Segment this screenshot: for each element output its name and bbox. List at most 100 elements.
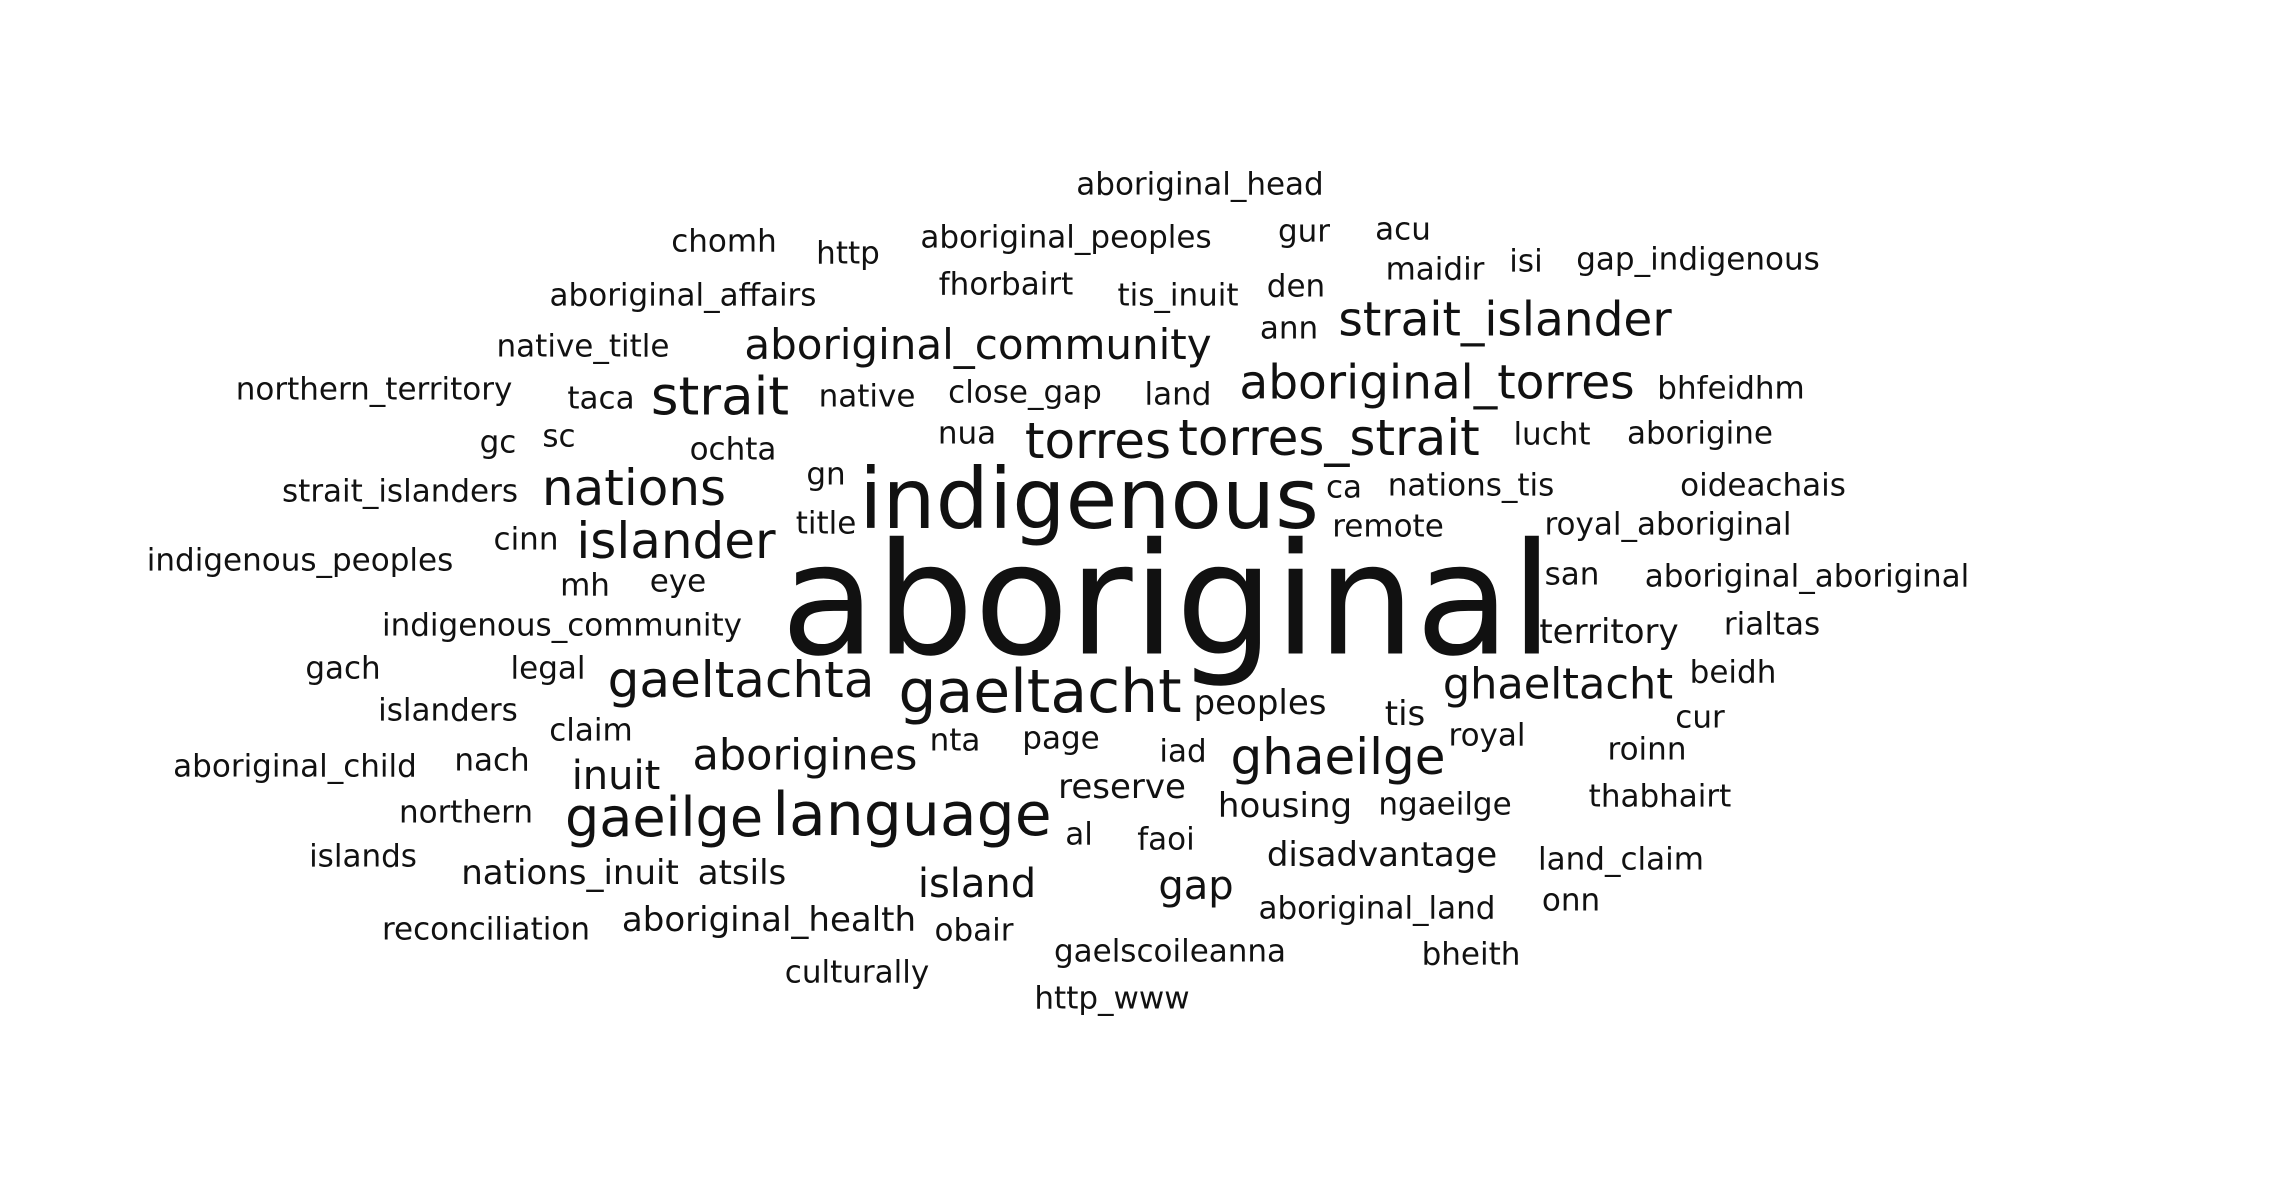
word-cloud-term: territory — [1539, 612, 1679, 652]
word-cloud-term: royal_aboriginal — [1544, 506, 1792, 543]
word-cloud-term: housing — [1217, 786, 1353, 826]
word-cloud-term: ochta — [689, 431, 777, 468]
word-cloud-term: reconciliation — [381, 911, 591, 948]
word-cloud-term: aboriginal_torres — [1239, 355, 1635, 411]
word-cloud-term: native — [818, 378, 916, 415]
word-cloud-term: onn — [1541, 882, 1601, 919]
word-cloud-term: language — [772, 780, 1052, 850]
word-cloud-term: gaelscoileanna — [1053, 933, 1287, 970]
word-cloud-term: lucht — [1513, 416, 1591, 453]
word-cloud-term: claim — [549, 712, 633, 749]
word-cloud-term: title — [795, 505, 857, 542]
word-cloud-term: gn — [806, 456, 846, 493]
word-cloud-term: islander — [576, 512, 776, 570]
word-cloud-term: gap_indigenous — [1576, 241, 1820, 278]
word-cloud-term: islands — [309, 838, 417, 875]
word-cloud-term: land_claim — [1538, 841, 1704, 878]
word-cloud-term: torres — [1024, 412, 1172, 470]
word-cloud-term: inuit — [571, 753, 661, 799]
word-cloud-term: http — [816, 235, 880, 272]
word-cloud-term: land — [1144, 376, 1212, 413]
word-cloud-term: disadvantage — [1266, 835, 1498, 875]
word-cloud-term: gap — [1158, 863, 1234, 909]
word-cloud-term: page — [1022, 720, 1100, 757]
word-cloud-term: native_title — [496, 328, 670, 365]
word-cloud-term: aboriginal_community — [744, 320, 1212, 369]
word-cloud-term: aboriginal_child — [173, 748, 417, 785]
word-cloud-term: gaeilge — [564, 786, 764, 849]
word-cloud-term: nations — [541, 459, 727, 517]
word-cloud-term: strait_islanders — [282, 473, 518, 510]
word-cloud-term: aboriginal_head — [1076, 166, 1324, 203]
word-cloud-term: iad — [1159, 733, 1207, 770]
word-cloud-term: royal — [1448, 717, 1526, 754]
word-cloud-term: cinn — [493, 521, 559, 558]
word-cloud-term: acu — [1375, 211, 1431, 248]
word-cloud-term: thabhairt — [1588, 778, 1732, 815]
word-cloud-term: gaeltacht — [898, 657, 1182, 727]
word-cloud-term: eye — [649, 563, 707, 600]
word-cloud-term: mh — [560, 567, 610, 604]
word-cloud-term: reserve — [1058, 767, 1186, 807]
word-cloud-term: aborigines — [692, 730, 918, 781]
word-cloud-term: ghaeltacht — [1442, 659, 1674, 710]
word-cloud-term: nta — [929, 722, 981, 759]
word-cloud-term: northern — [398, 794, 534, 831]
word-cloud-term: http_www — [1034, 980, 1190, 1017]
word-cloud-term: roinn — [1607, 731, 1687, 768]
word-cloud-term: indigenous_community — [381, 607, 743, 644]
word-cloud-term: gaeltachta — [607, 651, 875, 709]
word-cloud-term: ghaeilge — [1230, 728, 1446, 786]
word-cloud-term: isi — [1509, 243, 1543, 280]
word-cloud-term: gach — [305, 650, 381, 687]
word-cloud-term: nations_tis — [1387, 467, 1555, 504]
word-cloud-term: aboriginal_aboriginal — [1644, 558, 1970, 595]
word-cloud-term: cur — [1675, 699, 1725, 736]
word-cloud-term: gur — [1277, 213, 1331, 250]
word-cloud-term: faoi — [1137, 821, 1195, 858]
word-cloud-term: aboriginal_affairs — [549, 277, 817, 314]
word-cloud-term: culturally — [784, 954, 930, 991]
word-cloud-term: ca — [1325, 469, 1363, 506]
word-cloud-term: indigenous — [859, 450, 1319, 548]
word-cloud-term: legal — [510, 650, 586, 687]
word-cloud-term: beidh — [1689, 654, 1777, 691]
word-cloud-term: maidir — [1385, 251, 1485, 288]
word-cloud-term: ann — [1259, 310, 1319, 347]
word-cloud-term: gc — [479, 424, 517, 461]
word-cloud-term: aborigine — [1626, 415, 1774, 452]
word-cloud-term: fhorbairt — [938, 266, 1074, 303]
word-cloud-term: den — [1266, 268, 1326, 305]
word-cloud-term: peoples — [1193, 683, 1327, 723]
word-cloud-term: sc — [542, 418, 576, 455]
word-cloud-term: remote — [1332, 508, 1444, 545]
word-cloud-term: close_gap — [948, 374, 1102, 411]
word-cloud-term: aboriginal_health — [621, 900, 917, 940]
word-cloud-term: aboriginal_land — [1258, 890, 1496, 927]
word-cloud-term: islanders — [378, 692, 518, 729]
word-cloud-term: island — [917, 861, 1037, 907]
word-cloud-term: atsils — [697, 853, 787, 893]
word-cloud-term: torres_strait — [1178, 409, 1480, 467]
word-cloud-term: strait_islander — [1338, 292, 1672, 348]
word-cloud-term: obair — [934, 912, 1014, 949]
word-cloud-term: bhfeidhm — [1657, 370, 1805, 407]
word-cloud-term: aboriginal — [780, 509, 1554, 691]
word-cloud-term: strait — [650, 366, 790, 428]
word-cloud-term: al — [1065, 816, 1093, 853]
word-cloud-term: rialtas — [1723, 606, 1821, 643]
word-cloud-term: indigenous_peoples — [146, 542, 454, 579]
word-cloud-term: taca — [567, 380, 635, 417]
word-cloud-term: tis_inuit — [1117, 277, 1239, 314]
word-cloud-term: aboriginal_peoples — [920, 219, 1212, 256]
word-cloud-term: chomh — [671, 223, 777, 260]
word-cloud-term: ngaeilge — [1378, 786, 1512, 823]
word-cloud-term: oideachais — [1680, 467, 1846, 504]
word-cloud-term: tis — [1384, 694, 1426, 734]
word-cloud-term: northern_territory — [235, 371, 513, 408]
word-cloud-term: bheith — [1421, 936, 1521, 973]
word-cloud-term: nations_inuit — [461, 853, 679, 893]
word-cloud-term: nua — [937, 415, 997, 452]
word-cloud-term: nach — [454, 742, 530, 779]
